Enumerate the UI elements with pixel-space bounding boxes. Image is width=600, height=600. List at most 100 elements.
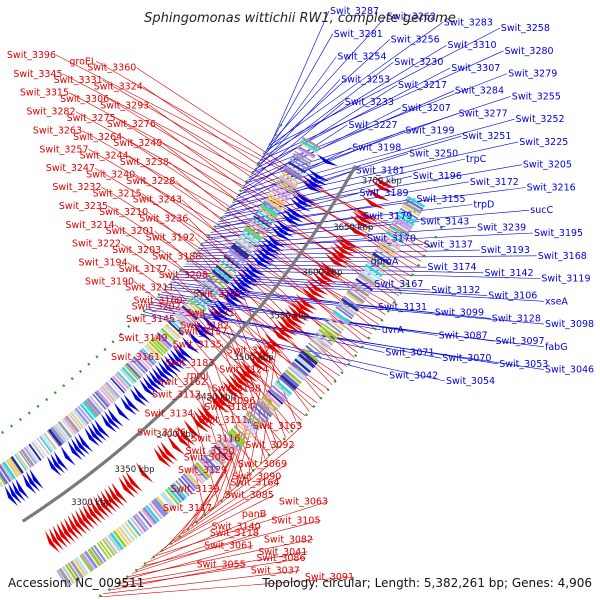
gene-feature-block [261,395,279,411]
strand-gene-arrow [292,194,314,208]
gene-feature-block [124,364,140,381]
gene-label: Swit_3216 [527,183,576,194]
gene-feature-block [355,278,374,292]
strand-gene-arrow [71,512,87,535]
gene-label: Swit_3275 [67,113,116,124]
strand-gene-arrow [93,496,110,518]
gene-label: Swit_3117 [163,503,212,514]
gene-feature-block [128,360,144,377]
strand-gene-arrow [361,195,385,210]
gene-feature-block [310,339,327,354]
strand-gene-arrow [234,367,255,386]
gene-feature-block [40,434,55,452]
gene-feature-block [264,392,281,408]
gene-label: Swit_3106 [488,291,537,302]
label-leader-line [169,482,280,546]
gene-feature-block [251,217,269,231]
gene-feature-block [349,286,367,300]
kbp-tick-label: 3700 kbp [362,177,402,187]
gene-feature-block [300,350,318,366]
gene-feature-block [145,343,162,360]
gene-label: Swit_3139 [171,484,220,495]
strand-gene-arrow [53,450,69,471]
strand-gene-arrow [273,222,294,238]
label-leader-line [145,308,545,370]
gene-label: Swit_3293 [100,100,149,111]
gene-feature-block [15,452,29,470]
strand-gene-arrow [60,445,76,466]
gene-feature-block [194,291,211,306]
gene-feature-block [243,415,260,431]
gene-feature-block [296,147,315,159]
label-leader-line [136,526,261,571]
gene-label: Swit_3262 [387,12,436,23]
strand-gene-arrow [245,261,266,277]
gene-label: Swit_3055 [197,559,246,570]
strand-gene-arrow [139,379,157,398]
gene-feature-block [252,405,269,421]
gene-feature-block [276,179,295,192]
gene-feature-block [376,246,395,259]
strand-gene-arrow [148,370,166,389]
gene-label: Swit_3283 [444,17,493,28]
gene-label: Swit_3082 [264,534,313,545]
gene-label: gpmA [371,257,399,268]
strand-gene-arrow [273,322,295,340]
gene-feature-block [50,426,65,445]
gene-feature-block [262,200,281,214]
label-leader-line [108,564,246,591]
gene-feature-block [107,534,122,552]
gene-feature-block [200,283,217,299]
gene-feature-block [236,238,254,253]
gene-label: Swit_3396 [7,50,56,61]
strand-gene-arrow [63,517,80,540]
strand-gene-arrow [279,315,301,333]
gene-feature-block [5,459,20,478]
gene-feature-block [256,400,274,417]
strand-gene-arrow [78,507,95,529]
strand-gene-arrow [225,377,246,397]
gene-feature-block [180,475,196,492]
gene-label: Swit_3162 [158,377,207,388]
gene-label: Swit_3222 [72,239,121,250]
gene-feature-block [65,415,80,433]
gene-feature-block [125,362,142,379]
strand-gene-arrow [330,245,353,261]
strand-gene-arrow [132,385,150,404]
gene-feature-block [148,340,164,357]
gene-label: Swit_3098 [545,319,594,330]
gene-label: Swit_3228 [126,176,175,187]
gene-feature-block [324,320,343,334]
gene-feature-block [241,230,260,245]
gene-feature-block [175,312,192,328]
strand-gene-arrow [261,336,283,355]
label-leader-line [112,557,306,588]
gene-feature-block [219,260,237,274]
gene-feature-block [401,204,420,217]
gene-label: Swit_3069 [238,459,287,470]
gene-feature-block [255,402,272,418]
strand-gene-arrow [213,301,233,318]
gene-label: Swit_3203 [112,245,161,256]
gene-label: Swit_3172 [470,177,519,188]
gene-label: Swit_3150 [186,446,235,457]
map-title: Sphingomonas wittichii RW1, complete gen… [144,11,456,26]
label-leader-line [141,520,321,567]
gene-label: Swit_3195 [534,228,583,239]
gene-label: Swit_3263 [33,126,82,137]
strand-gene-arrow [193,323,212,341]
gene-label: Swit_3243 [133,195,182,206]
strand-gene-arrow [231,370,252,390]
gene-feature-block [151,500,166,518]
gene-feature-block [172,482,188,500]
strand-gene-arrow [215,298,235,315]
gene-feature-block [99,540,113,558]
gene-feature-block [351,283,370,297]
gene-label: Swit_3093 [184,453,233,464]
gene-label: Swit_3211 [125,283,174,294]
label-leader-line [189,255,537,260]
gene-label: Swit_3307 [451,63,500,74]
gene-feature-block [374,249,393,262]
gene-label: Swit_3182 [180,320,229,331]
gene-feature-block [279,174,298,188]
